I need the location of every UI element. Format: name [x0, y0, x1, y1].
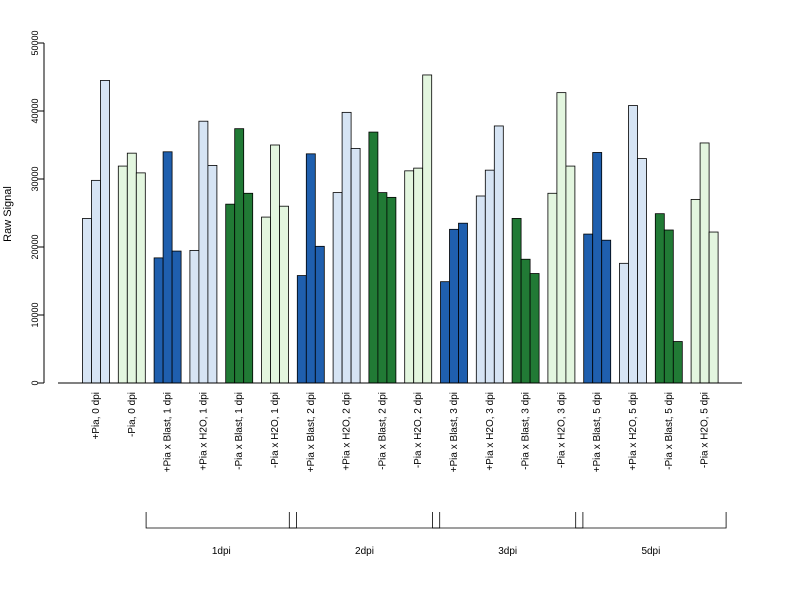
y-tick-label: 30000	[30, 166, 40, 191]
bar	[162, 151, 173, 384]
bar	[484, 169, 495, 384]
bar	[234, 128, 245, 384]
category-label: +Pia x Blast, 1 dpi	[163, 392, 174, 472]
y-tick-label: 10000	[30, 302, 40, 327]
bar	[207, 164, 218, 384]
bar	[458, 222, 468, 384]
y-tick-label: 0	[30, 380, 40, 385]
category-label: -Pia x Blast, 2 dpi	[377, 392, 388, 470]
bar	[82, 218, 92, 384]
group-bracket	[288, 512, 441, 529]
bar	[440, 281, 450, 384]
bar	[91, 179, 101, 384]
bar	[126, 152, 137, 384]
group-bracket	[575, 512, 727, 529]
group-bracket	[145, 512, 297, 529]
bar	[556, 92, 567, 384]
category-label: -Pia x H2O, 5 dpi	[700, 392, 711, 468]
bar	[386, 196, 397, 384]
bars	[82, 74, 719, 384]
bar	[583, 233, 594, 384]
y-tick-label: 50000	[30, 30, 40, 55]
bar	[637, 158, 647, 384]
category-label: +Pia x H2O, 5 dpi	[628, 392, 639, 471]
group-label: 2dpi	[355, 546, 374, 557]
bar	[198, 120, 209, 384]
group-bracket	[432, 512, 584, 529]
bar	[619, 262, 629, 384]
bar	[404, 170, 415, 384]
bar	[243, 192, 254, 384]
y-tick-label: 20000	[30, 234, 40, 259]
y-axis-title: Raw Signal	[2, 186, 14, 242]
bar	[690, 198, 701, 384]
bar	[475, 195, 486, 384]
bar	[341, 111, 352, 384]
category-label: -Pia x Blast, 5 dpi	[664, 392, 675, 470]
bar	[377, 192, 388, 384]
bar	[422, 74, 433, 384]
bar	[117, 165, 128, 384]
bar	[332, 192, 343, 384]
bar	[189, 249, 200, 384]
category-label: -Pia x H2O, 2 dpi	[413, 392, 424, 468]
bar	[547, 192, 558, 384]
bar	[592, 152, 603, 384]
category-label: +Pia x Blast, 2 dpi	[306, 392, 317, 472]
category-label: -Pia x Blast, 3 dpi	[521, 392, 532, 470]
bar	[270, 144, 280, 384]
bar	[225, 203, 236, 384]
group-label: 1dpi	[212, 546, 231, 557]
category-label: +Pia x H2O, 2 dpi	[342, 392, 353, 471]
bar	[314, 245, 325, 384]
bar	[413, 167, 424, 384]
bar	[601, 239, 612, 384]
y-axis: 0 10000 20000 30000 40000 50000	[30, 30, 45, 386]
category-label: -Pia, 0 dpi	[127, 392, 138, 437]
category-labels: +Pia, 0 dpi -Pia, 0 dpi +Pia x Blast, 1 dp…	[91, 392, 711, 472]
bar	[100, 80, 110, 384]
bar	[153, 257, 164, 384]
bar	[654, 213, 665, 384]
category-label: -Pia x Blast, 1 dpi	[234, 392, 245, 470]
bar	[135, 172, 146, 384]
bar	[279, 205, 289, 384]
group-label: 5dpi	[641, 546, 660, 557]
bar	[171, 250, 182, 384]
category-label: +Pia x H2O, 1 dpi	[198, 392, 209, 471]
bar	[628, 105, 638, 384]
group-brackets: 1dpi 2dpi 3dpi 5dpi	[145, 512, 727, 557]
bar	[368, 131, 379, 384]
bar	[565, 165, 576, 384]
bar	[305, 153, 316, 384]
category-label: +Pia x Blast, 5 dpi	[592, 392, 603, 472]
bar	[699, 142, 710, 384]
bar	[708, 231, 719, 384]
category-label: +Pia x Blast, 3 dpi	[449, 392, 460, 472]
bar	[529, 273, 540, 384]
bar	[511, 218, 522, 384]
y-tick-label: 40000	[30, 98, 40, 123]
bar	[296, 275, 307, 384]
category-label: +Pia x H2O, 3 dpi	[485, 392, 496, 471]
category-label: -Pia x H2O, 1 dpi	[270, 392, 281, 468]
bar	[672, 341, 683, 384]
bar	[261, 216, 271, 384]
group-label: 3dpi	[498, 546, 517, 557]
category-label: +Pia, 0 dpi	[91, 392, 102, 440]
bar	[449, 228, 459, 384]
bar	[350, 147, 361, 384]
category-label: -Pia x H2O, 3 dpi	[556, 392, 567, 468]
bar	[493, 125, 504, 384]
bar	[520, 258, 531, 384]
bar	[663, 229, 674, 384]
